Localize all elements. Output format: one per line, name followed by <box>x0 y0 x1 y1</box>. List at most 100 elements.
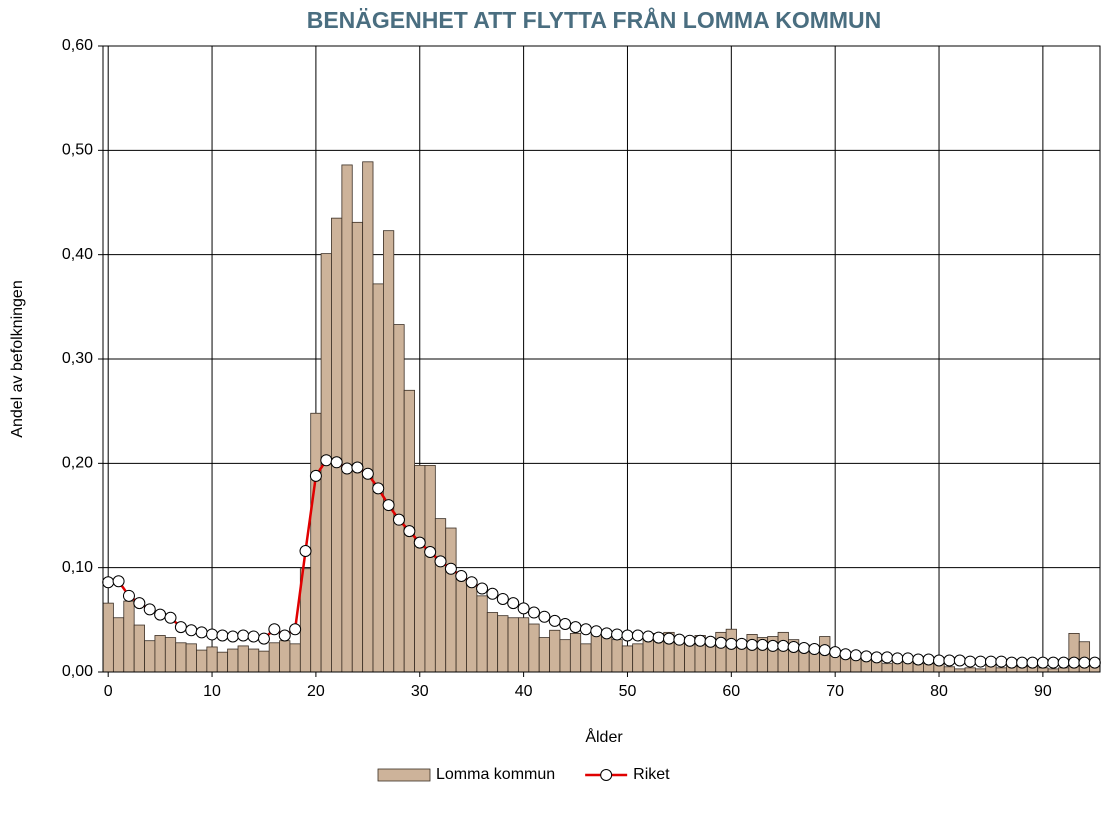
line-marker <box>268 623 281 636</box>
line-marker <box>1068 656 1081 669</box>
bar <box>102 602 114 673</box>
line-marker <box>289 623 302 636</box>
line-marker <box>1016 656 1029 669</box>
line-marker <box>102 576 115 589</box>
line-marker <box>527 606 540 619</box>
line-marker <box>154 608 167 621</box>
line-marker <box>164 611 177 624</box>
line-marker <box>559 618 572 631</box>
line-marker <box>984 655 997 668</box>
x-tick-label: 0 <box>104 683 113 700</box>
line-marker <box>798 642 811 655</box>
line-marker <box>1088 656 1101 669</box>
line-marker <box>714 636 727 649</box>
line-marker <box>663 632 676 645</box>
line-marker <box>341 462 354 475</box>
line-marker <box>455 570 468 583</box>
bar <box>549 629 561 673</box>
y-tick-label: 0,10 <box>62 559 93 576</box>
line-marker <box>320 454 333 467</box>
x-tick-label: 30 <box>411 683 429 700</box>
bar <box>289 643 301 673</box>
y-tick-label: 0,40 <box>62 246 93 263</box>
line-marker <box>818 644 831 657</box>
line-marker <box>777 639 790 652</box>
line-marker <box>174 621 187 634</box>
line-marker <box>133 597 146 610</box>
line-marker <box>486 587 499 600</box>
line-marker <box>870 651 883 664</box>
line-marker <box>237 629 250 642</box>
line-marker <box>112 575 125 588</box>
bar <box>611 639 623 673</box>
line-marker <box>995 655 1008 668</box>
line-marker <box>953 654 966 667</box>
line-marker <box>808 643 821 656</box>
line-marker <box>704 635 717 648</box>
line-marker <box>725 637 738 650</box>
y-tick-label: 0,60 <box>62 37 93 54</box>
x-tick-label: 90 <box>1034 683 1052 700</box>
line-marker <box>569 621 582 634</box>
x-tick-label: 50 <box>619 683 637 700</box>
bar <box>164 637 177 673</box>
bar <box>455 574 467 673</box>
bar <box>247 648 260 673</box>
bar <box>466 579 478 673</box>
bar <box>206 646 218 673</box>
bar <box>434 518 447 673</box>
line-marker <box>413 536 426 549</box>
bar <box>227 648 239 673</box>
line-marker <box>330 456 343 469</box>
line-marker <box>933 654 946 667</box>
line-marker <box>1036 656 1049 669</box>
legend-label: Riket <box>633 766 670 783</box>
plot-frame <box>102 45 1101 673</box>
bar <box>497 615 509 673</box>
line-marker <box>631 629 644 642</box>
bar <box>486 612 499 673</box>
bar <box>964 667 976 673</box>
bar <box>632 643 644 673</box>
line-marker <box>444 562 457 575</box>
line-marker <box>787 640 800 653</box>
line-marker <box>860 650 873 663</box>
bar <box>237 645 249 673</box>
line-marker <box>891 652 904 665</box>
line-marker <box>922 653 935 666</box>
bar <box>112 617 125 673</box>
bar <box>133 624 145 673</box>
line-marker <box>309 469 322 482</box>
bar <box>943 666 956 673</box>
y-tick-label: 0,00 <box>62 663 93 680</box>
bar <box>351 221 364 673</box>
line-marker <box>839 648 852 661</box>
y-tick-label: 0,30 <box>62 350 93 367</box>
line-marker <box>185 624 198 637</box>
line-marker <box>206 628 219 641</box>
line-marker <box>226 630 239 643</box>
bar <box>123 600 135 673</box>
bar <box>310 412 322 673</box>
line-marker <box>403 525 416 538</box>
bar <box>590 634 602 673</box>
line-marker <box>507 597 520 610</box>
bar <box>196 649 208 673</box>
bar <box>777 631 789 673</box>
y-tick-label: 0,20 <box>62 455 93 472</box>
bar <box>538 637 550 673</box>
x-tick-label: 10 <box>203 683 221 700</box>
bar <box>725 628 737 673</box>
line-marker <box>673 633 686 646</box>
bar <box>414 465 426 673</box>
line-marker <box>538 610 551 623</box>
line-marker <box>1005 656 1018 669</box>
bar <box>175 642 187 673</box>
line-marker <box>247 630 260 643</box>
bar <box>362 161 374 673</box>
line-marker <box>517 602 530 615</box>
line-marker <box>964 655 977 668</box>
line-marker <box>143 603 156 616</box>
bar <box>216 651 229 673</box>
